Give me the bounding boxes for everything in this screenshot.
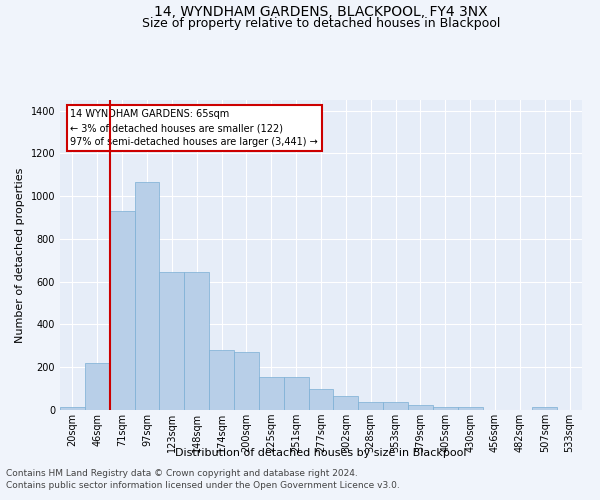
Bar	[259, 377, 284, 410]
Text: 14 WYNDHAM GARDENS: 65sqm
← 3% of detached houses are smaller (122)
97% of semi-: 14 WYNDHAM GARDENS: 65sqm ← 3% of detach…	[70, 110, 318, 148]
Bar	[358, 402, 383, 410]
Bar	[383, 402, 408, 410]
Bar	[209, 350, 234, 410]
Bar	[532, 407, 557, 410]
Bar	[134, 182, 160, 410]
Bar	[284, 377, 308, 410]
Text: Size of property relative to detached houses in Blackpool: Size of property relative to detached ho…	[142, 17, 500, 30]
Bar	[408, 406, 433, 410]
Bar	[308, 388, 334, 410]
Bar	[433, 407, 458, 410]
Bar	[60, 407, 85, 410]
Bar	[234, 352, 259, 410]
Text: Distribution of detached houses by size in Blackpool: Distribution of detached houses by size …	[175, 448, 467, 458]
Bar	[458, 407, 482, 410]
Bar	[334, 396, 358, 410]
Text: 14, WYNDHAM GARDENS, BLACKPOOL, FY4 3NX: 14, WYNDHAM GARDENS, BLACKPOOL, FY4 3NX	[154, 5, 488, 19]
Y-axis label: Number of detached properties: Number of detached properties	[15, 168, 25, 342]
Bar	[85, 363, 110, 410]
Bar	[110, 211, 134, 410]
Bar	[160, 272, 184, 410]
Bar	[184, 272, 209, 410]
Text: Contains HM Land Registry data © Crown copyright and database right 2024.: Contains HM Land Registry data © Crown c…	[6, 468, 358, 477]
Text: Contains public sector information licensed under the Open Government Licence v3: Contains public sector information licen…	[6, 481, 400, 490]
